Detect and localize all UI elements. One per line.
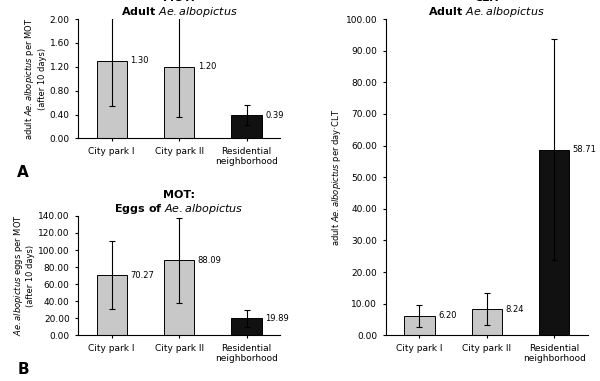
Y-axis label: adult $\mathit{Ae. albopictus}$ per day·CLT: adult $\mathit{Ae. albopictus}$ per day·…: [330, 109, 343, 246]
Bar: [232, 319, 262, 335]
Text: B: B: [17, 362, 29, 376]
Bar: [232, 115, 262, 138]
Text: 1.20: 1.20: [198, 62, 216, 71]
Bar: [404, 316, 434, 335]
Text: 1.30: 1.30: [130, 56, 149, 65]
Y-axis label: $\mathit{Ae. albopictus}$ eggs per MOT
(after 10 days): $\mathit{Ae. albopictus}$ eggs per MOT (…: [12, 215, 35, 336]
Title: MOT:
Adult $\mathit{Ae. albopictus}$: MOT: Adult $\mathit{Ae. albopictus}$: [121, 0, 238, 19]
Bar: [164, 67, 194, 138]
Text: 19.89: 19.89: [265, 314, 289, 323]
Text: 0.39: 0.39: [265, 110, 284, 120]
Text: A: A: [17, 165, 29, 179]
Text: 6.20: 6.20: [438, 311, 457, 320]
Text: 8.24: 8.24: [505, 305, 524, 314]
Bar: [539, 150, 569, 335]
Bar: [164, 260, 194, 335]
Text: 58.71: 58.71: [573, 145, 596, 154]
Bar: [472, 309, 502, 335]
Text: 88.09: 88.09: [198, 256, 221, 265]
Text: 70.27: 70.27: [130, 271, 154, 280]
Title: MOT:
Eggs of $\mathit{Ae.albopictus}$: MOT: Eggs of $\mathit{Ae.albopictus}$: [115, 190, 244, 216]
Bar: [97, 275, 127, 335]
Y-axis label: adult $\mathit{Ae. albopictus}$ per MOT
(after 10 days): adult $\mathit{Ae. albopictus}$ per MOT …: [23, 18, 47, 140]
Bar: [97, 61, 127, 138]
Title: CLT:
Adult $\mathit{Ae.albopictus}$: CLT: Adult $\mathit{Ae.albopictus}$: [428, 0, 545, 19]
